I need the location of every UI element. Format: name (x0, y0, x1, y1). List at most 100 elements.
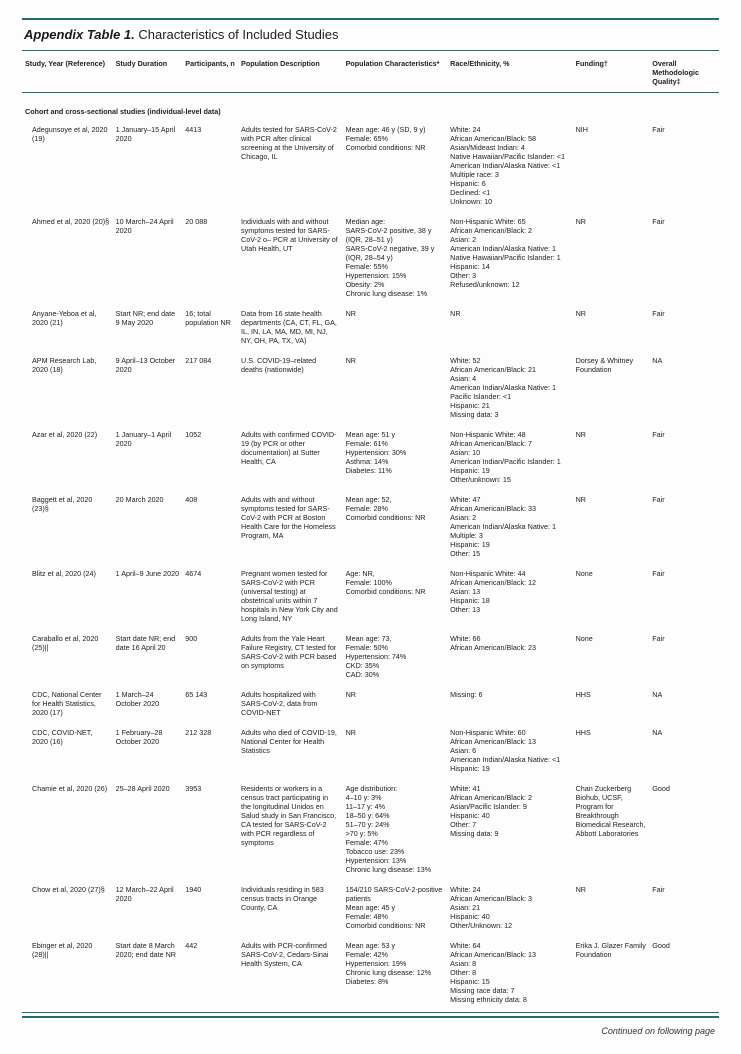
table-row: Chow et al, 2020 (27)§12 March–22 April … (22, 880, 719, 936)
cell-n: 212 328 (182, 723, 238, 779)
cell-popchar: NR (343, 723, 448, 779)
cell-study: Adegunsoye et al, 2020 (19) (22, 120, 113, 212)
col-popdesc: Population Description (238, 55, 343, 93)
cell-funding: HHS (573, 723, 650, 779)
cell-study: Azar et al, 2020 (22) (22, 425, 113, 490)
cell-popchar: Age: NR, Female: 100% Comorbid condition… (343, 564, 448, 629)
cell-study: Blitz et al, 2020 (24) (22, 564, 113, 629)
cell-duration: Start NR; end date 9 May 2020 (113, 304, 183, 351)
table-title-rest: Characteristics of Included Studies (135, 27, 339, 42)
cell-popchar: NR (343, 685, 448, 723)
cell-quality: NA (649, 723, 719, 779)
cell-funding: Erika J. Glazer Family Foundation (573, 936, 650, 1010)
col-race: Race/Ethnicity, % (447, 55, 572, 93)
cell-quality: Fair (649, 304, 719, 351)
cell-popdesc: U.S. COVID-19–related deaths (nationwide… (238, 351, 343, 425)
cell-study: CDC, COVID-NET, 2020 (16) (22, 723, 113, 779)
cell-funding: NR (573, 490, 650, 564)
cell-popdesc: Adults from the Yale Heart Failure Regis… (238, 629, 343, 685)
cell-race: Non-Hispanic White: 65 African American/… (447, 212, 572, 304)
cell-race: White: 47 African American/Black: 33 Asi… (447, 490, 572, 564)
cell-duration: 10 March–24 April 2020 (113, 212, 183, 304)
col-study: Study, Year (Reference) (22, 55, 113, 93)
cell-popdesc: Adults with PCR-confirmed SARS-CoV-2, Ce… (238, 936, 343, 1010)
cell-duration: 1 March–24 October 2020 (113, 685, 183, 723)
cell-n: 900 (182, 629, 238, 685)
cell-funding: NR (573, 212, 650, 304)
cell-race: White: 41 African American/Black: 2 Asia… (447, 779, 572, 880)
cell-duration: 9 April–13 October 2020 (113, 351, 183, 425)
cell-quality: Fair (649, 564, 719, 629)
cell-duration: Start date NR; end date 16 April 20 (113, 629, 183, 685)
cell-n: 4674 (182, 564, 238, 629)
cell-race: White: 24 African American/Black: 58 Asi… (447, 120, 572, 212)
cell-study: Ahmed et al, 2020 (20)§ (22, 212, 113, 304)
cell-study: Caraballo et al, 2020 (25)|| (22, 629, 113, 685)
table-title-row: Appendix Table 1. Characteristics of Inc… (22, 18, 719, 51)
cell-funding: Dorsey & Whitney Foundation (573, 351, 650, 425)
cell-n: 4413 (182, 120, 238, 212)
cell-popchar: 154/210 SARS-CoV-2-positive patients Mea… (343, 880, 448, 936)
cell-duration: 1 January–15 April 2020 (113, 120, 183, 212)
cell-quality: NA (649, 351, 719, 425)
cell-race: Non-Hispanic White: 48 African American/… (447, 425, 572, 490)
cell-popchar: Median age: SARS-CoV-2 positive, 38 y (I… (343, 212, 448, 304)
cell-n: 3953 (182, 779, 238, 880)
cell-duration: 12 March–22 April 2020 (113, 880, 183, 936)
cell-study: Chamie et al, 2020 (26) (22, 779, 113, 880)
studies-table: Study, Year (Reference) Study Duration P… (22, 55, 719, 1010)
cell-popdesc: Adults tested for SARS-CoV-2 with PCR af… (238, 120, 343, 212)
cell-duration: Start date 8 March 2020; end date NR (113, 936, 183, 1010)
table-row: CDC, COVID-NET, 2020 (16)1 February–28 O… (22, 723, 719, 779)
table-row: Blitz et al, 2020 (24)1 April–9 June 202… (22, 564, 719, 629)
cell-popdesc: Adults hospitalized with SARS-CoV-2, dat… (238, 685, 343, 723)
continued-note: Continued on following page (22, 1018, 719, 1036)
cell-quality: Fair (649, 120, 719, 212)
cell-quality: Good (649, 779, 719, 880)
cell-popdesc: Adults with confirmed COVID-19 (by PCR o… (238, 425, 343, 490)
col-funding: Funding† (573, 55, 650, 93)
cell-popdesc: Individuals with and without symptoms te… (238, 212, 343, 304)
cell-funding: Chan Zuckerberg Biohub, UCSF, Program fo… (573, 779, 650, 880)
cell-popchar: NR (343, 304, 448, 351)
cell-n: 20 088 (182, 212, 238, 304)
cell-race: White: 64 African American/Black: 13 Asi… (447, 936, 572, 1010)
table-row: Ebinger et al, 2020 (28)||Start date 8 M… (22, 936, 719, 1010)
table-row: Anyane-Yeboa et al, 2020 (21)Start NR; e… (22, 304, 719, 351)
cell-n: 65 143 (182, 685, 238, 723)
table-row: Caraballo et al, 2020 (25)||Start date N… (22, 629, 719, 685)
cell-duration: 20 March 2020 (113, 490, 183, 564)
cell-n: 1052 (182, 425, 238, 490)
cell-study: APM Research Lab, 2020 (18) (22, 351, 113, 425)
cell-n: 408 (182, 490, 238, 564)
col-quality: Overall Methodologic Quality‡ (649, 55, 719, 93)
cell-funding: NR (573, 425, 650, 490)
cell-funding: HHS (573, 685, 650, 723)
cell-race: Missing: 6 (447, 685, 572, 723)
cell-race: Non-Hispanic White: 60 African American/… (447, 723, 572, 779)
table-row: Ahmed et al, 2020 (20)§10 March–24 April… (22, 212, 719, 304)
table-row: APM Research Lab, 2020 (18)9 April–13 Oc… (22, 351, 719, 425)
col-popchar: Population Characteristics* (343, 55, 448, 93)
cell-study: Anyane-Yeboa et al, 2020 (21) (22, 304, 113, 351)
table-row: Adegunsoye et al, 2020 (19)1 January–15 … (22, 120, 719, 212)
cell-funding: None (573, 564, 650, 629)
table-row: Azar et al, 2020 (22)1 January–1 April 2… (22, 425, 719, 490)
cell-popdesc: Adults with and without symptoms tested … (238, 490, 343, 564)
cell-funding: NR (573, 304, 650, 351)
cell-popdesc: Residents or workers in a census tract p… (238, 779, 343, 880)
cell-quality: NA (649, 685, 719, 723)
cell-race: White: 24 African American/Black: 3 Asia… (447, 880, 572, 936)
cell-popdesc: Data from 16 state health departments (C… (238, 304, 343, 351)
cell-popdesc: Pregnant women tested for SARS-CoV-2 wit… (238, 564, 343, 629)
cell-study: Chow et al, 2020 (27)§ (22, 880, 113, 936)
cell-race: White: 52 African American/Black: 21 Asi… (447, 351, 572, 425)
cell-n: 1940 (182, 880, 238, 936)
cell-popchar: NR (343, 351, 448, 425)
table-header-row: Study, Year (Reference) Study Duration P… (22, 55, 719, 93)
cell-popdesc: Individuals residing in 583 census tract… (238, 880, 343, 936)
cell-quality: Fair (649, 425, 719, 490)
cell-duration: 1 February–28 October 2020 (113, 723, 183, 779)
cell-duration: 25–28 April 2020 (113, 779, 183, 880)
cell-quality: Fair (649, 212, 719, 304)
